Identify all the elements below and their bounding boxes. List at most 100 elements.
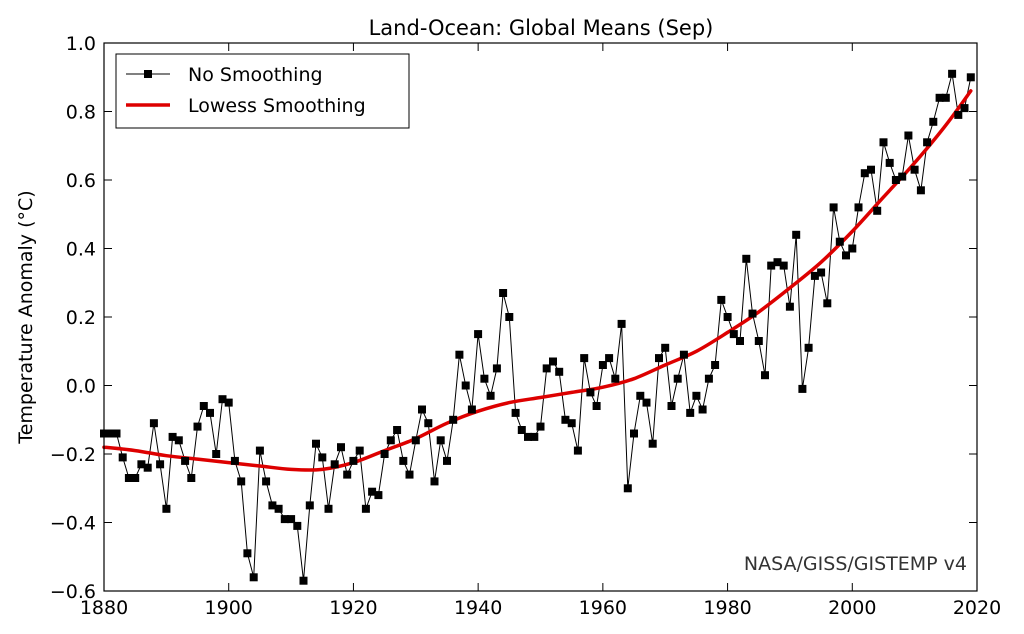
data-point — [729, 330, 738, 339]
data-point — [717, 295, 726, 304]
data-point — [829, 203, 838, 212]
data-point — [954, 110, 963, 119]
credit-text: NASA/GISS/GISTEMP v4 — [744, 553, 967, 575]
data-point — [673, 374, 682, 383]
data-point — [704, 374, 713, 383]
y-tick-label: −0.2 — [50, 444, 96, 466]
data-point — [106, 429, 115, 438]
data-point — [580, 354, 589, 363]
y-axis-label: Temperature Anomaly (°C) — [15, 190, 37, 444]
data-point — [480, 374, 489, 383]
data-point — [667, 402, 676, 410]
data-point — [935, 93, 944, 102]
data-point — [835, 237, 844, 246]
data-point — [156, 460, 165, 469]
data-point — [785, 302, 794, 311]
chart-title: Land-Ocean: Global Means (Sep) — [369, 16, 714, 40]
data-point — [399, 456, 408, 465]
data-point — [305, 501, 314, 510]
data-point — [181, 456, 190, 465]
data-point — [679, 350, 688, 359]
data-point — [287, 515, 296, 524]
data-point — [162, 504, 171, 513]
legend-no-smoothing-marker — [144, 70, 152, 78]
data-point — [779, 261, 788, 270]
data-point — [885, 158, 894, 167]
axis-ticks: 1880 1900 1920 1940 1960 1980 2000 2020 −0.6 −0.4… — [50, 33, 1001, 619]
data-point — [324, 504, 333, 513]
data-point — [542, 364, 551, 373]
data-point — [898, 172, 907, 181]
data-point — [742, 254, 751, 263]
x-tick-label: 1900 — [205, 597, 253, 619]
data-point — [817, 268, 826, 277]
data-point — [873, 206, 882, 215]
data-point — [848, 244, 857, 253]
data-point — [143, 463, 152, 472]
y-tick-label: 0.4 — [66, 239, 96, 261]
x-tick-label: 2020 — [953, 597, 1001, 619]
data-point — [486, 391, 495, 400]
data-point — [249, 573, 258, 582]
legend-no-smoothing-label: No Smoothing — [188, 64, 323, 86]
data-point — [611, 374, 620, 383]
data-point — [642, 398, 651, 407]
data-point — [561, 415, 570, 424]
data-point — [810, 271, 819, 280]
data-point — [386, 436, 395, 445]
data-point — [767, 261, 776, 270]
data-point — [798, 384, 807, 393]
y-tick-label: 0.6 — [66, 170, 96, 192]
data-point — [966, 73, 975, 82]
data-point — [804, 343, 813, 352]
data-point — [455, 350, 464, 359]
data-point — [748, 309, 757, 318]
data-point — [630, 429, 638, 438]
data-point — [330, 460, 339, 469]
data-point — [929, 117, 938, 126]
data-point — [648, 439, 657, 448]
data-point — [212, 450, 221, 458]
data-point — [274, 504, 283, 513]
data-point — [349, 456, 358, 465]
data-point — [337, 443, 345, 452]
data-point — [524, 432, 532, 441]
data-point — [393, 426, 402, 434]
data-point — [411, 436, 420, 445]
data-point — [380, 450, 389, 458]
y-tick-label: 0.2 — [66, 307, 96, 329]
data-point — [255, 446, 264, 455]
legend-box — [115, 53, 410, 129]
data-point — [842, 251, 850, 260]
data-point — [854, 203, 863, 212]
data-point — [960, 104, 969, 113]
legend: No Smoothing Lowess Smoothing — [115, 53, 410, 129]
data-point — [511, 408, 520, 417]
data-point — [623, 484, 632, 493]
data-point — [355, 446, 364, 455]
data-point — [723, 313, 732, 321]
data-point — [761, 371, 769, 380]
data-point — [418, 405, 426, 414]
data-point — [567, 419, 576, 428]
data-point — [517, 426, 526, 434]
data-point — [368, 487, 377, 496]
data-point — [499, 289, 508, 297]
data-point — [112, 429, 121, 438]
data-point — [655, 354, 663, 363]
data-point — [218, 395, 227, 404]
data-point — [168, 432, 177, 441]
data-point — [318, 453, 327, 462]
data-point — [736, 337, 744, 345]
data-point — [754, 337, 763, 345]
data-point — [530, 432, 539, 441]
data-point — [124, 474, 133, 482]
data-point — [224, 398, 233, 407]
data-point — [343, 470, 352, 479]
data-point — [131, 474, 140, 482]
data-point — [636, 391, 645, 400]
y-tick-label: 1.0 — [66, 33, 96, 55]
data-point — [361, 504, 370, 513]
data-point — [137, 460, 146, 469]
